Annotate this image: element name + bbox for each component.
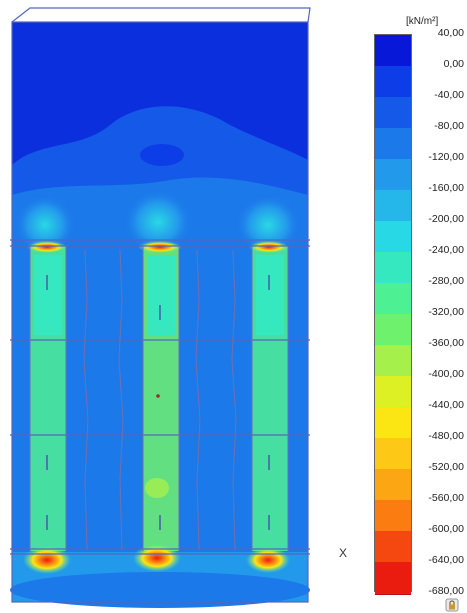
hotspot-top-mid <box>138 241 182 253</box>
legend-color-bar <box>374 34 412 595</box>
hotspot-bottom-mid <box>133 544 181 572</box>
legend-swatch <box>375 500 411 533</box>
contour-plot <box>10 7 311 608</box>
legend-swatch <box>375 438 411 471</box>
legend-label: -600,00 <box>428 523 464 535</box>
legend-label: -360,00 <box>428 337 464 349</box>
legend-swatch <box>375 221 411 254</box>
legend-label: -480,00 <box>428 430 464 442</box>
legend-label: -200,00 <box>428 213 464 225</box>
legend-label: -400,00 <box>428 368 464 380</box>
legend-swatch <box>375 407 411 440</box>
legend-swatch <box>375 469 411 502</box>
legend-label: -80,00 <box>434 120 464 132</box>
legend-swatch <box>375 345 411 378</box>
legend-swatch <box>375 376 411 409</box>
hotspot-bottom-right <box>246 547 290 573</box>
column-axis-marks <box>46 275 270 530</box>
hotspot-bottom-left <box>23 546 71 574</box>
legend-label: -680,00 <box>428 585 464 597</box>
legend-swatch <box>375 190 411 223</box>
legend-swatch <box>375 531 411 564</box>
legend-swatch <box>375 252 411 285</box>
legend-swatch <box>375 128 411 161</box>
legend-label: -280,00 <box>428 275 464 287</box>
legend-swatch <box>375 314 411 347</box>
legend-swatch <box>375 159 411 192</box>
hotspot-top-right <box>249 241 289 253</box>
color-legend: [kN/m²] <box>362 0 467 613</box>
halo-mid <box>124 190 192 254</box>
node-point <box>156 394 160 398</box>
legend-label: -120,00 <box>428 151 464 163</box>
axis-x-label: X <box>339 546 348 560</box>
legend-label: -440,00 <box>428 399 464 411</box>
legend-swatch <box>375 66 411 99</box>
legend-label: -240,00 <box>428 244 464 256</box>
legend-label: -40,00 <box>434 89 464 101</box>
lock-icon[interactable] <box>445 598 459 612</box>
legend-unit: [kN/m²] <box>406 16 439 27</box>
legend-swatch <box>375 283 411 316</box>
legend-label: -160,00 <box>428 182 464 194</box>
model-viewport[interactable]: X <box>0 0 360 613</box>
hotspot-top-left <box>27 241 67 253</box>
legend-swatch <box>375 562 411 595</box>
structure-lines <box>10 7 311 603</box>
legend-swatch <box>375 97 411 130</box>
legend-label: -560,00 <box>428 492 464 504</box>
wall-lines <box>29 246 289 551</box>
legend-label: -520,00 <box>428 461 464 473</box>
legend-swatch <box>375 35 411 68</box>
legend-label: -640,00 <box>428 554 464 566</box>
legend-label: 40,00 <box>437 27 464 39</box>
legend-label: -320,00 <box>428 306 464 318</box>
legend-label: 0,00 <box>443 58 464 70</box>
